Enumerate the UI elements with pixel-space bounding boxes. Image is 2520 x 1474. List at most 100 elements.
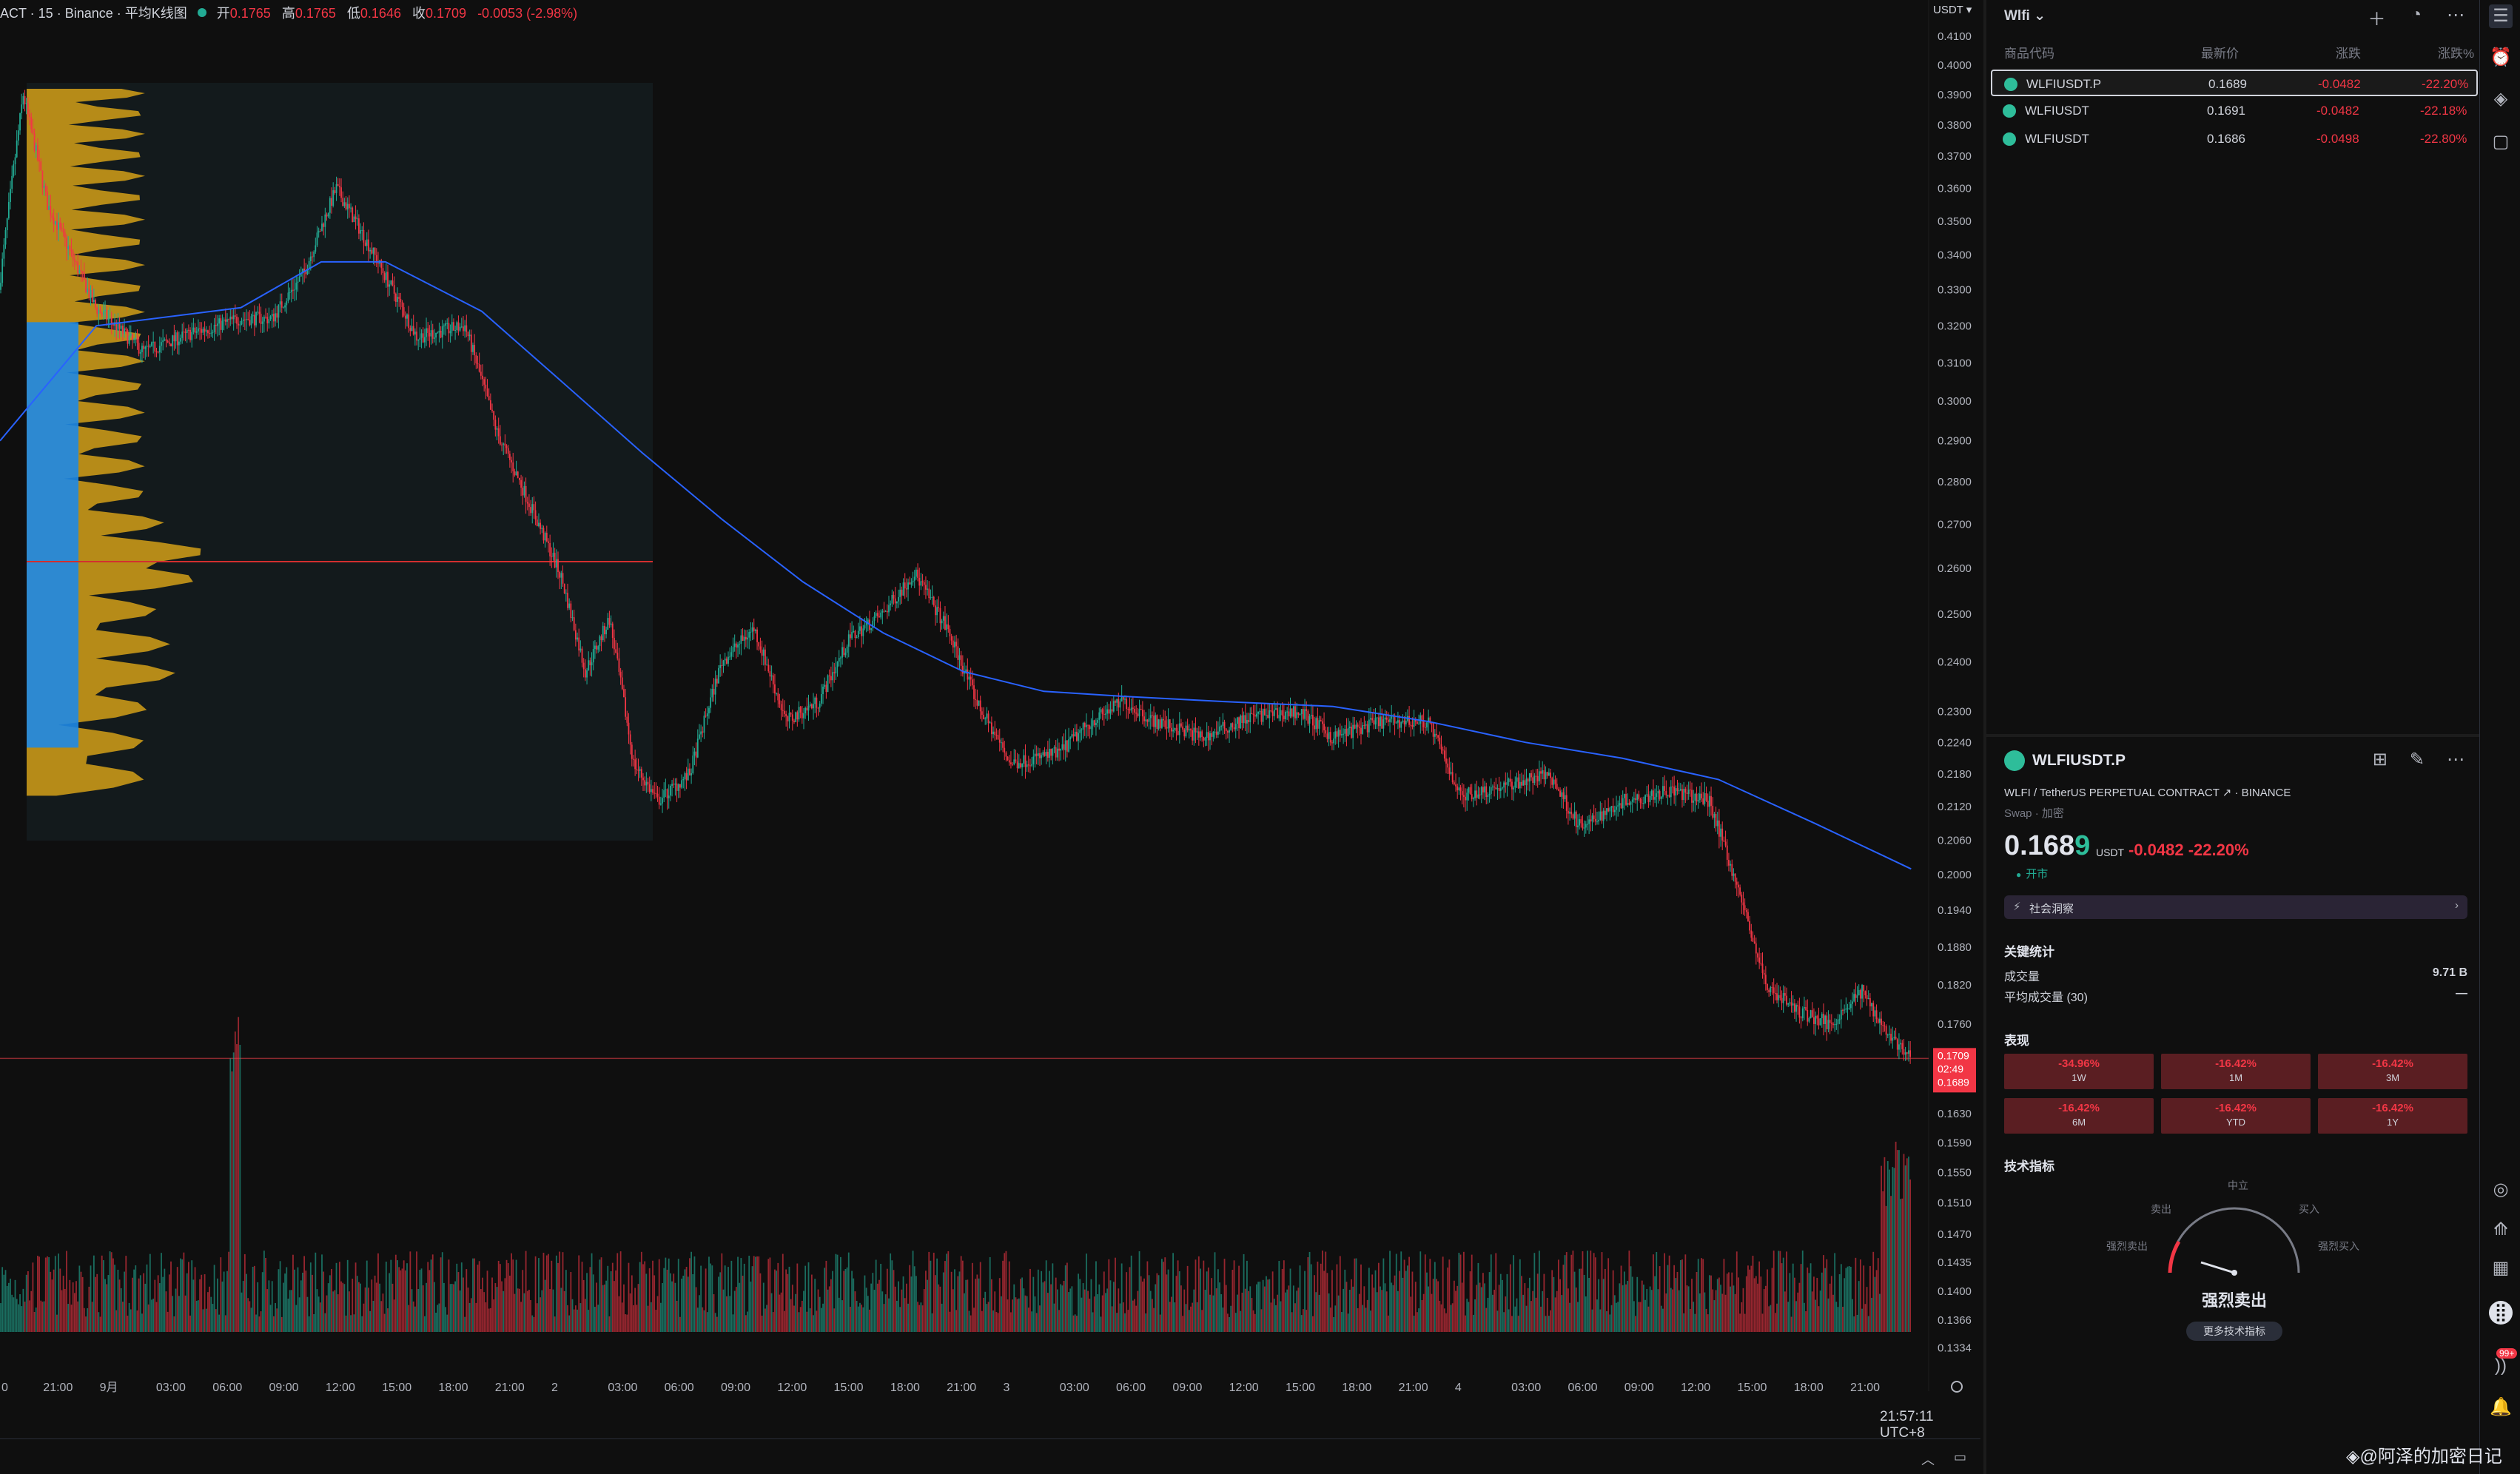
detail-name[interactable]: WLFI / TetherUS PERPETUAL CONTRACT ↗ · B… (2004, 787, 2291, 799)
bell-icon[interactable]: 🔔 (2490, 1397, 2512, 1417)
candle-body (870, 627, 873, 630)
alarm-icon[interactable]: ⏰ (2490, 47, 2512, 67)
perf-1m[interactable]: -16.42% 1M (2161, 1054, 2311, 1089)
volume-bar (1432, 1279, 1434, 1332)
candle-body (886, 610, 888, 613)
volume-bar (528, 1289, 530, 1332)
candle-body (11, 175, 13, 189)
apps-icon[interactable]: ⣿ (2489, 1301, 2513, 1325)
hotlist-icon[interactable]: ⟰ (2493, 1219, 2509, 1239)
volume-bar (987, 1302, 989, 1332)
perf-3m[interactable]: -16.42% 3M (2318, 1054, 2467, 1089)
candle-body (40, 161, 42, 171)
candle-body (1103, 713, 1105, 715)
chart-pane[interactable]: 0.4100 0.4000 0.3900 0.3800 0.3700 0.3600 0.35… (0, 0, 1980, 1474)
candle-body (851, 632, 853, 639)
candle-body (824, 684, 826, 687)
volume-bar (857, 1306, 859, 1332)
target-icon[interactable]: ◎ (2493, 1179, 2509, 1199)
col-chg[interactable]: 涨跌 (2336, 47, 2361, 61)
candle-body (1172, 730, 1174, 732)
perf-1w[interactable]: -34.96% 1W (2004, 1054, 2154, 1089)
more-icon[interactable]: ⋯ (2447, 5, 2464, 25)
perf-ytd[interactable]: -16.42% YTD (2161, 1098, 2311, 1134)
social-insights-button[interactable]: ⚡ 社会洞察 › (2004, 895, 2467, 919)
volume-bar (935, 1275, 936, 1332)
currency-selector[interactable]: USDT ▾ (1933, 4, 1972, 16)
volume-bar (70, 1305, 73, 1332)
candle-body (511, 460, 512, 462)
candle-body (250, 316, 252, 326)
candle-body (531, 504, 534, 514)
time-tick-label: 03:00 (1511, 1382, 1541, 1394)
volume-bar (995, 1312, 998, 1332)
col-symbol[interactable]: 商品代码 (2004, 47, 2054, 61)
candle-body (1738, 884, 1739, 888)
calendar-icon[interactable]: ▦ (2492, 1258, 2510, 1278)
candle-body (184, 332, 187, 333)
volume-bar (687, 1276, 689, 1332)
volume-bar (1699, 1293, 1701, 1332)
chat-icon[interactable]: ▢ (2492, 132, 2510, 152)
collapse-icon[interactable]: ︿ (1921, 1453, 1935, 1467)
candle-body (43, 186, 45, 188)
grid-icon[interactable]: ⊞ (2372, 750, 2388, 770)
edit-icon[interactable]: ✎ (2409, 750, 2425, 770)
more-icon[interactable]: ⋯ (2447, 750, 2464, 770)
volume-bar (1023, 1288, 1025, 1332)
candle-body (1617, 805, 1619, 807)
chart-clock[interactable]: 21:57:11 UTC+8 (1880, 1409, 1934, 1441)
volume-bar (765, 1308, 766, 1332)
volume-bar (1151, 1299, 1153, 1332)
perf-1y[interactable]: -16.42% 1Y (2318, 1098, 2467, 1134)
price-chart[interactable]: 0.41000.40000.39000.38000.37000.36000.35… (0, 0, 1980, 1474)
candle-body (898, 596, 899, 602)
candle-body (978, 700, 980, 706)
volume-bar (1078, 1273, 1079, 1332)
candle-body (303, 268, 306, 272)
volume-bar (599, 1259, 601, 1332)
perf-6m[interactable]: -16.42% 6M (2004, 1098, 2154, 1134)
volume-bar (102, 1260, 104, 1332)
volume-bar (923, 1289, 925, 1332)
volume-bar (917, 1302, 918, 1332)
layers-icon[interactable]: ◈ (2493, 89, 2508, 109)
volume-bar (4, 1270, 7, 1332)
volume-bar (1874, 1276, 1876, 1332)
volume-bar (1741, 1302, 1743, 1332)
maximize-icon[interactable]: ▭ (1954, 1450, 1967, 1464)
volume-bar (555, 1255, 557, 1332)
candle-body (1288, 711, 1290, 717)
candle-body (88, 288, 90, 298)
watchlist-title[interactable]: Wlfi ⌄ (2004, 8, 2046, 24)
col-chg-pct[interactable]: 涨跌% (2438, 47, 2475, 61)
candle-body (814, 697, 816, 704)
watchlist-row[interactable]: WLFIUSDT.P 0.1689 -0.0482 -22.20% (1991, 70, 2478, 96)
add-symbol-icon[interactable]: ＋ (2368, 10, 2386, 30)
candle-body (1031, 764, 1033, 766)
watchlist-row[interactable]: WLFIUSDT 0.1691 -0.0482 -22.18% (1991, 98, 2478, 124)
candle-body (1167, 719, 1169, 729)
watchlist-row[interactable]: WLFIUSDT 0.1686 -0.0498 -22.80% (1991, 126, 2478, 152)
tech-gauge[interactable] (2157, 1199, 2312, 1288)
candle-body (1209, 733, 1211, 741)
more-tech-button[interactable]: 更多技术指标 (2186, 1322, 2282, 1341)
detail-symbol[interactable]: WLFIUSDT.P (2032, 752, 2126, 769)
candle-body (1872, 1003, 1875, 1017)
watchlist-icon[interactable]: ☰ (2489, 4, 2513, 28)
pie-chart-icon[interactable]: ◔ (2410, 4, 2422, 24)
volume-bar (3, 1274, 5, 1332)
col-last[interactable]: 最新价 (2201, 47, 2239, 61)
volume-bar (295, 1305, 298, 1332)
volume-bar (303, 1256, 306, 1332)
volume-bar (979, 1262, 981, 1332)
candle-body (434, 337, 435, 339)
signal-icon[interactable]: )) (2495, 1356, 2507, 1376)
volume-bar (1829, 1283, 1831, 1332)
legend-symbol[interactable]: ACT · 15 · Binance · 平均K线图 (0, 6, 187, 21)
row-chg: -0.0482 (2318, 77, 2361, 91)
candle-body (1278, 715, 1280, 719)
volume-bar (1222, 1308, 1224, 1332)
time-tick-label: 21:00 (1850, 1382, 1880, 1394)
volume-bar (215, 1309, 217, 1332)
